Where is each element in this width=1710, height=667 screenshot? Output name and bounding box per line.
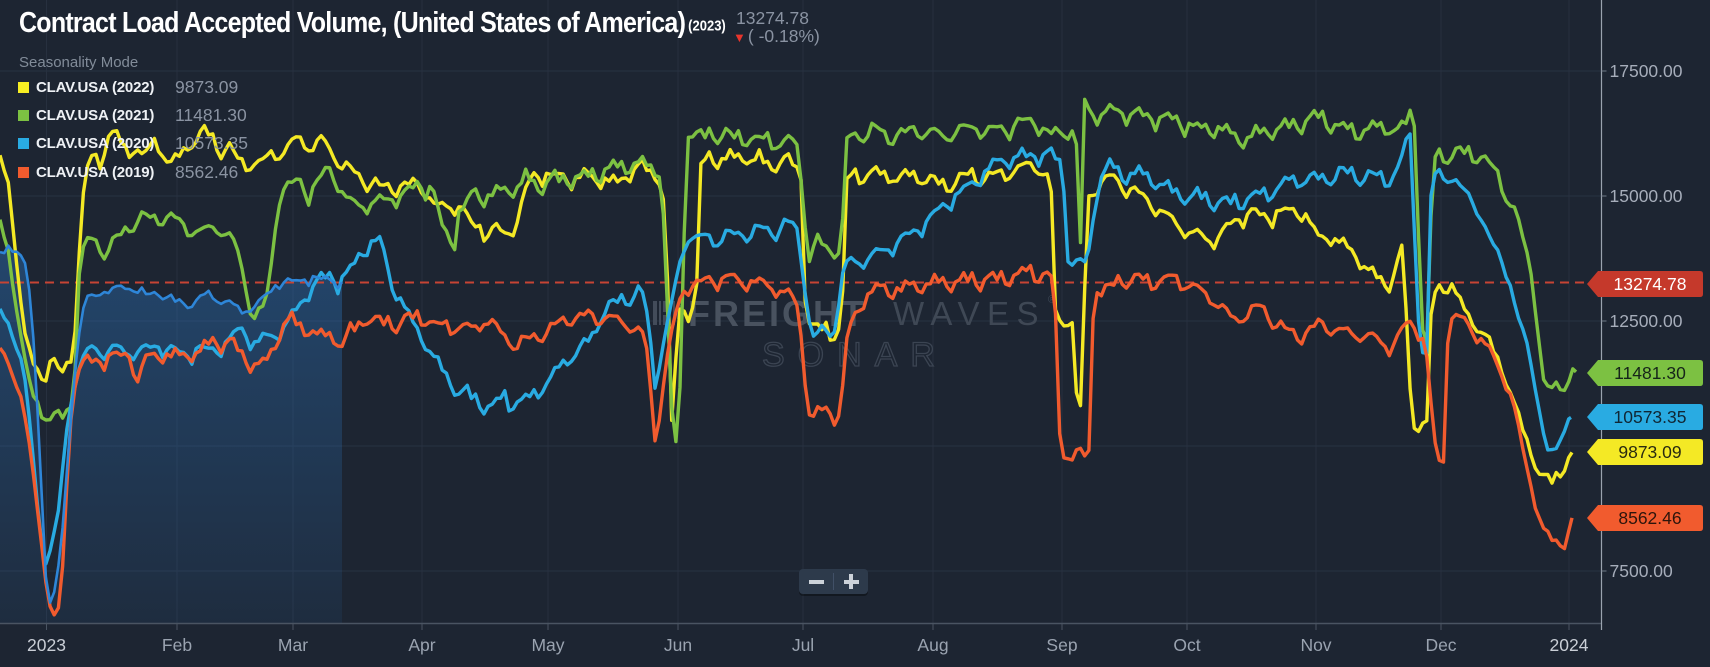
svg-text:May: May [531, 635, 564, 655]
svg-text:8562.46: 8562.46 [1618, 508, 1681, 528]
svg-text:Jun: Jun [664, 635, 692, 655]
svg-text:15000.00: 15000.00 [1610, 186, 1683, 206]
svg-text:Nov: Nov [1300, 635, 1331, 655]
svg-text:Mar: Mar [278, 635, 308, 655]
svg-text:9873.09: 9873.09 [1618, 442, 1681, 462]
svg-text:Aug: Aug [917, 635, 948, 655]
svg-text:2024: 2024 [1550, 635, 1589, 655]
svg-text:Sep: Sep [1046, 635, 1077, 655]
svg-text:Oct: Oct [1173, 635, 1200, 655]
svg-text:2023: 2023 [27, 635, 66, 655]
svg-text:7500.00: 7500.00 [1610, 561, 1674, 581]
svg-text:WAVES: WAVES [893, 295, 1046, 332]
svg-text:Apr: Apr [408, 635, 435, 655]
svg-text:Feb: Feb [162, 635, 192, 655]
svg-text:17500.00: 17500.00 [1610, 61, 1683, 81]
svg-text:Dec: Dec [1425, 635, 1456, 655]
svg-text:13274.78: 13274.78 [1614, 274, 1687, 294]
svg-text:®: ® [1048, 294, 1056, 306]
svg-text:12500.00: 12500.00 [1610, 311, 1683, 331]
svg-text:Jul: Jul [792, 635, 814, 655]
svg-text:SONAR: SONAR [762, 336, 948, 374]
svg-text:10573.35: 10573.35 [1614, 407, 1687, 427]
svg-text:11481.30: 11481.30 [1614, 363, 1686, 383]
